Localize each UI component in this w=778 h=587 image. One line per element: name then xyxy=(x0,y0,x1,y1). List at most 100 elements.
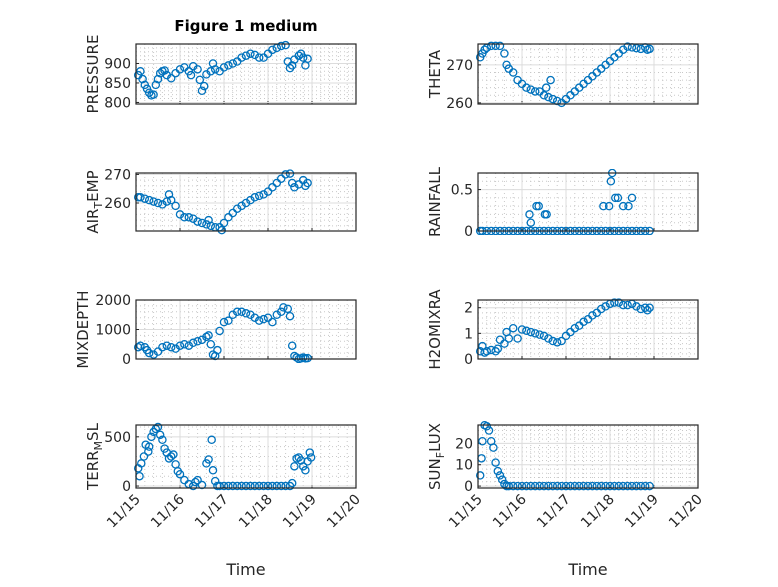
data-point xyxy=(228,208,238,218)
data-point xyxy=(153,422,163,432)
data-point xyxy=(237,481,246,491)
data-point xyxy=(166,74,176,83)
data-point xyxy=(136,341,145,350)
data-point xyxy=(530,329,540,338)
data-point xyxy=(246,481,255,491)
data-point xyxy=(272,481,282,491)
data-point xyxy=(491,458,500,467)
x-tick-label: 11/15 xyxy=(104,492,144,532)
data-point xyxy=(548,336,558,346)
axes-box xyxy=(135,43,357,105)
y-tick-label: 270 xyxy=(446,58,473,74)
data-point xyxy=(557,481,566,491)
x-tick-label: 11/18 xyxy=(236,492,276,532)
data-point xyxy=(136,67,145,76)
data-point xyxy=(552,481,562,491)
data-point xyxy=(210,65,220,74)
data-point xyxy=(643,306,652,315)
data-point xyxy=(279,303,288,312)
data-series xyxy=(133,422,316,491)
data-point xyxy=(213,345,222,355)
data-point xyxy=(526,327,536,337)
data-point xyxy=(504,334,514,343)
data-point xyxy=(614,298,624,307)
x-axis-label: Time xyxy=(567,560,607,579)
y-tick-label: 850 xyxy=(104,76,131,92)
data-point xyxy=(298,175,308,185)
data-point xyxy=(166,195,176,205)
data-point xyxy=(627,193,637,203)
data-point xyxy=(175,65,185,74)
y-tick-label: 1 xyxy=(464,326,473,342)
data-point xyxy=(246,49,255,58)
data-point xyxy=(482,347,492,356)
y-tick-label: 2000 xyxy=(95,293,131,309)
y-label-rest: EMP xyxy=(84,170,102,201)
data-point xyxy=(188,214,198,223)
data-point xyxy=(175,341,185,350)
data-point xyxy=(195,75,205,85)
data-point xyxy=(171,201,180,211)
data-point xyxy=(259,190,268,199)
y-label-main: SUN xyxy=(426,458,444,490)
plot-area xyxy=(136,173,356,231)
data-point xyxy=(139,452,149,461)
data-point xyxy=(508,68,518,77)
data-point xyxy=(224,61,233,70)
data-point xyxy=(155,430,165,440)
data-point xyxy=(290,183,299,192)
data-point xyxy=(645,44,654,54)
y-label-main: RAINFALL xyxy=(426,166,444,237)
axes-box xyxy=(135,299,357,360)
y-tick-label: 0 xyxy=(464,224,473,240)
data-point xyxy=(632,481,641,491)
data-point xyxy=(604,201,614,211)
data-point xyxy=(624,201,633,211)
data-point xyxy=(303,178,312,188)
x-tick-label: 11/17 xyxy=(534,492,574,532)
data-series xyxy=(475,298,654,357)
data-point xyxy=(535,481,544,491)
data-point xyxy=(570,481,580,491)
x-tick-label: 11/19 xyxy=(622,492,662,532)
data-point xyxy=(526,218,536,227)
x-tick-label: 11/17 xyxy=(192,492,232,532)
data-point xyxy=(640,303,650,312)
data-point xyxy=(250,193,260,202)
data-series xyxy=(133,303,312,363)
data-point xyxy=(623,42,632,51)
data-point xyxy=(645,303,654,312)
data-point xyxy=(513,481,522,491)
data-point xyxy=(588,311,597,320)
y-label-main: MIXDEPTH xyxy=(74,290,92,368)
x-tick-label: 11/15 xyxy=(446,492,486,532)
data-point xyxy=(548,94,558,104)
data-point xyxy=(144,447,153,456)
x-tick-label: 11/20 xyxy=(666,492,706,532)
y-axis-label: AIRTEMP xyxy=(84,170,105,233)
data-point xyxy=(158,342,167,352)
data-point xyxy=(263,481,273,491)
data-point xyxy=(224,316,233,325)
x-tick-label: 11/20 xyxy=(324,492,364,532)
data-point xyxy=(219,317,229,327)
axes-box xyxy=(477,299,699,360)
data-point xyxy=(272,178,282,188)
data-point xyxy=(188,338,198,348)
data-point xyxy=(618,201,628,211)
data-point xyxy=(530,87,540,96)
data-point xyxy=(206,339,216,349)
data-point xyxy=(197,480,207,490)
data-series xyxy=(475,41,654,108)
plot-area xyxy=(478,44,698,104)
data-point xyxy=(475,471,485,480)
data-point xyxy=(566,481,575,491)
y-axis-label: H2OMIXRA xyxy=(426,289,444,370)
data-point xyxy=(526,85,536,94)
data-point xyxy=(517,481,527,491)
data-point xyxy=(215,326,224,336)
data-point xyxy=(544,92,553,102)
